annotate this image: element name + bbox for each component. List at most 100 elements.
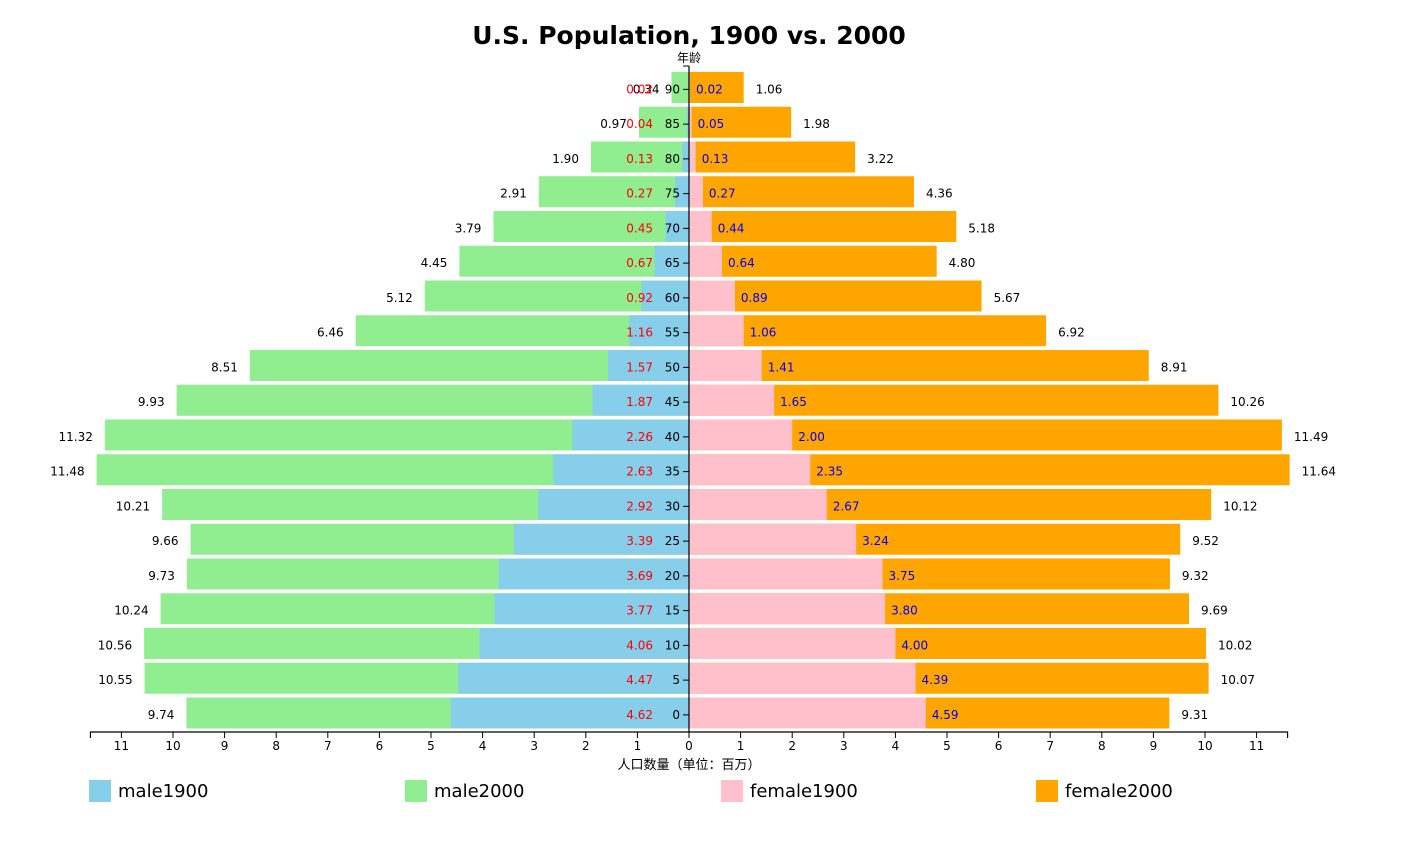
x-tick-label-19: 8 — [1098, 739, 1106, 753]
bar-male1900-70 — [665, 211, 689, 242]
legend-swatch-female1900 — [721, 780, 743, 802]
x-tick-label-16: 5 — [943, 739, 951, 753]
y-tick-label-35: 35 — [665, 465, 680, 479]
x-axis-title: 人口数量（单位：百万） — [617, 758, 760, 773]
label-female2000-30: 10.12 — [1223, 499, 1257, 513]
x-tick-label-21: 10 — [1197, 739, 1212, 753]
bar-female2000-50 — [689, 350, 1149, 381]
bar-male1900-50 — [607, 350, 689, 381]
x-tick-label-17: 6 — [995, 739, 1003, 753]
bar-female1900-0 — [689, 697, 926, 729]
label-male1900-70: 0.45 — [626, 221, 653, 235]
label-male1900-5: 4.47 — [626, 673, 653, 687]
label-female1900-90: 0.02 — [696, 82, 723, 96]
bar-female2000-45 — [689, 384, 1219, 416]
bar-male1900-5 — [458, 662, 689, 694]
bar-male2000-80 — [590, 141, 689, 173]
y-tick-label-30: 30 — [665, 499, 680, 513]
label-male1900-55: 1.16 — [626, 326, 653, 340]
label-male2000-20: 9.73 — [148, 569, 175, 583]
bar-male2000-70 — [493, 211, 689, 242]
label-male1900-50: 1.57 — [626, 360, 653, 374]
label-female2000-55: 6.92 — [1058, 326, 1085, 340]
x-tick-label-7: 4 — [479, 739, 487, 753]
bar-male1900-15 — [494, 593, 689, 625]
bar-male2000-90 — [671, 72, 689, 103]
y-axis-title: 年龄 — [677, 51, 701, 65]
y-tick-label-10: 10 — [665, 638, 680, 652]
bars-layer — [96, 72, 1290, 729]
chart-title: U.S. Population, 1900 vs. 2000 — [472, 21, 906, 50]
bar-female1900-20 — [689, 558, 883, 590]
label-male1900-80: 0.13 — [626, 152, 653, 166]
label-female1900-5: 4.39 — [922, 673, 949, 687]
x-tick-label-15: 4 — [892, 739, 900, 753]
label-male1900-10: 4.06 — [626, 638, 653, 652]
label-male2000-30: 10.21 — [116, 499, 150, 513]
bar-male1900-80 — [682, 141, 689, 173]
label-male2000-90: 0.34 — [633, 82, 660, 96]
bar-male2000-65 — [459, 245, 689, 277]
y-tick-label-0: 0 — [672, 708, 680, 722]
label-male1900-0: 4.62 — [626, 708, 653, 722]
label-male2000-55: 6.46 — [317, 326, 344, 340]
y-tick-label-90: 90 — [665, 82, 680, 96]
x-tick-label-1: 10 — [165, 739, 180, 753]
label-female1900-45: 1.65 — [780, 395, 807, 409]
label-male2000-5: 10.55 — [98, 673, 132, 687]
label-female2000-20: 9.32 — [1182, 569, 1209, 583]
x-tick-label-6: 5 — [427, 739, 435, 753]
x-axis: 11 10 9 8 7 6 5 4 3 2 1 0 1 2 3 4 5 6 7 8 9 10 11 — [89, 731, 1289, 753]
label-female1900-40: 2.00 — [798, 430, 825, 444]
label-male2000-75: 2.91 — [500, 187, 527, 201]
label-male1900-25: 3.39 — [626, 534, 653, 548]
label-male2000-40: 11.32 — [59, 430, 93, 444]
y-tick-label-45: 45 — [665, 395, 680, 409]
label-male2000-60: 5.12 — [386, 291, 413, 305]
bar-male1900-75 — [675, 176, 689, 208]
bar-female1900-85 — [689, 106, 692, 138]
label-female1900-0: 4.59 — [932, 708, 959, 722]
label-female1900-80: 0.13 — [702, 152, 729, 166]
label-female1900-35: 2.35 — [816, 465, 843, 479]
x-tick-label-4: 7 — [324, 739, 332, 753]
bar-female1900-40 — [689, 419, 793, 451]
label-female2000-10: 10.02 — [1218, 638, 1252, 652]
bar-female1900-45 — [689, 384, 775, 416]
x-tick-label-18: 7 — [1046, 739, 1054, 753]
label-male2000-25: 9.66 — [152, 534, 179, 548]
y-tick-label-50: 50 — [665, 360, 680, 374]
bar-female1900-60 — [689, 280, 735, 312]
bar-male2000-75 — [538, 176, 689, 208]
y-tick-label-80: 80 — [665, 152, 680, 166]
bar-female2000-65 — [689, 245, 937, 277]
label-female1900-10: 4.00 — [901, 638, 928, 652]
bar-male1900-85 — [686, 106, 689, 138]
label-female1900-15: 3.80 — [891, 604, 918, 618]
label-female2000-85: 1.98 — [803, 117, 830, 131]
x-tick-label-2: 9 — [221, 739, 229, 753]
bar-female2000-80 — [689, 141, 856, 173]
label-female2000-50: 8.91 — [1161, 360, 1188, 374]
label-male2000-70: 3.79 — [455, 221, 482, 235]
label-male2000-80: 1.90 — [552, 152, 579, 166]
label-female2000-70: 5.18 — [968, 221, 995, 235]
bar-female2000-55 — [689, 315, 1047, 347]
bar-female1900-35 — [689, 454, 811, 486]
bar-female1900-10 — [689, 628, 896, 659]
x-tick-label-5: 6 — [376, 739, 384, 753]
label-female2000-45: 10.26 — [1230, 395, 1264, 409]
label-male1900-75: 0.27 — [626, 187, 653, 201]
x-tick-label-13: 2 — [788, 739, 796, 753]
bar-female1900-25 — [689, 523, 857, 555]
bar-female1900-75 — [689, 176, 703, 208]
label-female2000-60: 5.67 — [994, 291, 1021, 305]
legend: male1900 male2000 female1900 female2000 — [89, 780, 1173, 802]
legend-swatch-female2000 — [1036, 780, 1058, 802]
y-tick-label-70: 70 — [665, 221, 680, 235]
label-female1900-75: 0.27 — [709, 187, 736, 201]
bar-female2000-90 — [689, 72, 744, 103]
bar-male1900-65 — [654, 245, 689, 277]
x-tick-label-10: 1 — [634, 739, 642, 753]
label-male2000-10: 10.56 — [98, 638, 132, 652]
